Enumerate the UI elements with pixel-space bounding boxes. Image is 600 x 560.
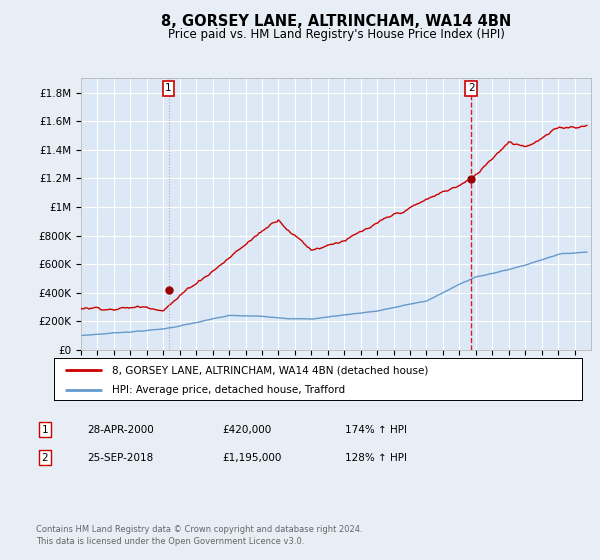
Text: 25-SEP-2018: 25-SEP-2018: [87, 452, 153, 463]
Text: 2: 2: [468, 83, 475, 94]
Text: 8, GORSEY LANE, ALTRINCHAM, WA14 4BN (detached house): 8, GORSEY LANE, ALTRINCHAM, WA14 4BN (de…: [112, 365, 428, 375]
Text: HPI: Average price, detached house, Trafford: HPI: Average price, detached house, Traf…: [112, 385, 345, 395]
Text: Price paid vs. HM Land Registry's House Price Index (HPI): Price paid vs. HM Land Registry's House …: [167, 28, 505, 41]
Text: 28-APR-2000: 28-APR-2000: [87, 424, 154, 435]
Text: 128% ↑ HPI: 128% ↑ HPI: [345, 452, 407, 463]
Text: 1: 1: [41, 424, 49, 435]
Text: 8, GORSEY LANE, ALTRINCHAM, WA14 4BN: 8, GORSEY LANE, ALTRINCHAM, WA14 4BN: [161, 14, 511, 29]
Text: £1,195,000: £1,195,000: [222, 452, 281, 463]
Text: 1: 1: [165, 83, 172, 94]
Text: 2: 2: [41, 452, 49, 463]
Text: £420,000: £420,000: [222, 424, 271, 435]
Text: 174% ↑ HPI: 174% ↑ HPI: [345, 424, 407, 435]
Text: Contains HM Land Registry data © Crown copyright and database right 2024.
This d: Contains HM Land Registry data © Crown c…: [36, 525, 362, 546]
